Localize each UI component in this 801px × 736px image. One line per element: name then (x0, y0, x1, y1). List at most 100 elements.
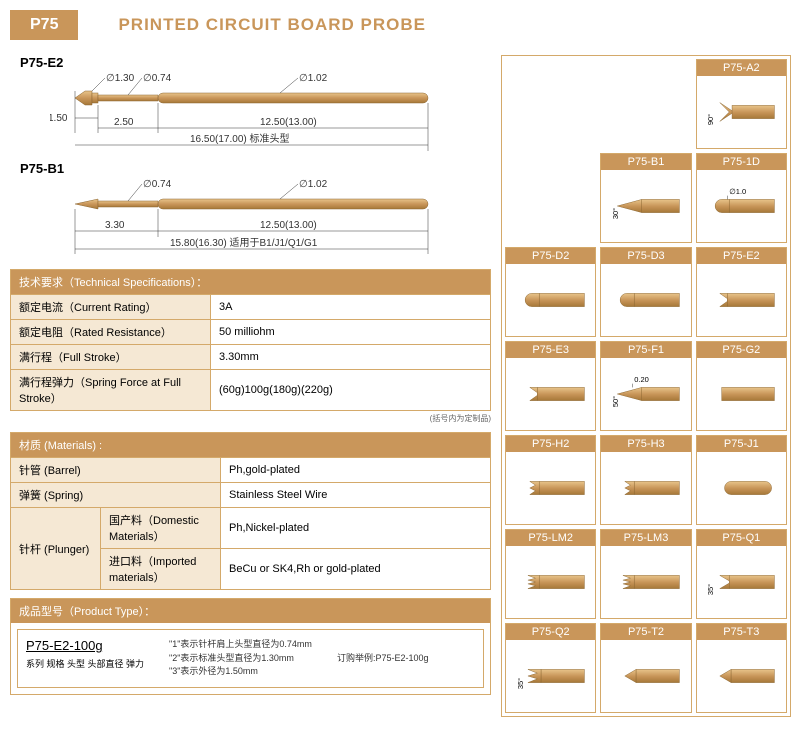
dim-body: 12.50(13.00) (260, 117, 317, 128)
tip-label: P75-F1 (601, 342, 690, 358)
tip-label: P75-1D (697, 154, 786, 170)
page-title: PRINTED CIRCUIT BOARD PROBE (118, 15, 426, 35)
tip-cell: P75-G2 (696, 341, 787, 431)
spec-sublabel: 国产料（Domestic Materials） (101, 508, 221, 549)
diagram-p75-e2: P75-E2 ∅1.30 ∅0.74 ∅1.02 (10, 55, 491, 155)
left-column: P75-E2 ∅1.30 ∅0.74 ∅1.02 (10, 55, 491, 717)
tip-cell: P75-D2 (505, 247, 596, 337)
tip-shape-icon: 30° (601, 170, 690, 242)
dim-body: 12.50(13.00) (260, 220, 317, 231)
tip-label: P75-E3 (506, 342, 595, 358)
tip-label: P75-H3 (601, 436, 690, 452)
tip-label: P75-LM2 (506, 530, 595, 546)
tip-cell: P75-B1 30° (600, 153, 691, 243)
diagram-label: P75-E2 (20, 55, 63, 70)
tip-cell: P75-H2 (505, 435, 596, 525)
diagram-label: P75-B1 (20, 161, 64, 176)
tip-shape-icon (697, 358, 786, 430)
spec-value: BeCu or SK4,Rh or gold-plated (221, 549, 491, 590)
tip-cell: P75-Q135° (696, 529, 787, 619)
tip-label: P75-LM3 (601, 530, 690, 546)
spec-label: 额定电流（Current Rating） (11, 295, 211, 320)
spec-value: Ph,Nickel-plated (221, 508, 491, 549)
tip-cell: P75-J1 (696, 435, 787, 525)
svg-text:50°: 50° (611, 396, 620, 407)
header: P75 PRINTED CIRCUIT BOARD PROBE (10, 10, 791, 40)
product-badge: P75 (10, 10, 78, 40)
svg-text:0.20: 0.20 (634, 375, 649, 384)
dim-body-dia: ∅1.02 (299, 73, 328, 84)
spec-value: 50 milliohm (211, 320, 491, 345)
dim-shaft-dia: ∅0.74 (143, 73, 172, 84)
product-notes: "1"表示针杆肩上头型直径为0.74mm "2"表示标准头型直径为1.30mm … (169, 638, 312, 679)
tip-shape-icon (506, 358, 595, 430)
tip-shape-icon: 90° (697, 76, 786, 148)
dim-neck: 3.30 (105, 220, 125, 231)
tip-shape-icon (697, 452, 786, 524)
tip-shape-icon (697, 264, 786, 336)
tip-shape-icon (506, 264, 595, 336)
tip-label: P75-G2 (697, 342, 786, 358)
svg-text:35°: 35° (707, 584, 716, 595)
tip-shape-icon (697, 640, 786, 712)
svg-text:30°: 30° (611, 208, 620, 219)
spec-label: 弹簧 (Spring) (11, 483, 221, 508)
tip-grid-column: P75-A290°P75-B130°P75-1D∅1.0P75-D2P75-D3… (501, 55, 791, 717)
spec-label: 针管 (Barrel) (11, 458, 221, 483)
tip-cell: P75-Q2 35° (505, 623, 596, 713)
tip-shape-icon: 50° 0.20 (601, 358, 690, 430)
svg-text:∅1.0: ∅1.0 (730, 187, 747, 196)
tip-cell: P75-LM2 (505, 529, 596, 619)
product-type-box: 成品型号（Product Type）： P75-E2-100g 系列 规格 头型… (10, 598, 491, 695)
tip-cell (505, 153, 596, 243)
product-sublabels: 系列 规格 头型 头部直径 弹力 (26, 657, 144, 670)
tip-cell (600, 59, 691, 149)
dim-neck: 2.50 (114, 117, 134, 128)
spec-value: 3.30mm (211, 345, 491, 370)
tip-label: P75-H2 (506, 436, 595, 452)
tip-cell: P75-1D ∅1.0 (696, 153, 787, 243)
tip-cell: P75-T2 (600, 623, 691, 713)
svg-text:35°: 35° (516, 678, 525, 689)
tip-label: P75-E2 (697, 248, 786, 264)
tip-cell: P75-A2 90° (696, 59, 787, 149)
spec-value: 3A (211, 295, 491, 320)
tip-shape-icon (506, 452, 595, 524)
spec-sublabel: 进口料（Imported materials） (101, 549, 221, 590)
spec-table-1: 技术要求（Technical Specifications）： 额定电流（Cur… (10, 269, 491, 411)
tip-cell: P75-E2 (696, 247, 787, 337)
tip-label: P75-A2 (697, 60, 786, 76)
dim-tip-len: 1.50 (50, 113, 68, 124)
tip-shape-icon (601, 452, 690, 524)
tip-cell: P75-T3 (696, 623, 787, 713)
tip-shape-icon (506, 546, 595, 618)
tip-cell: P75-H3 (600, 435, 691, 525)
product-header: 成品型号（Product Type）： (11, 599, 490, 623)
dim-total: 16.50(17.00) 标准头型 (190, 132, 290, 145)
spec-value: Ph,gold-plated (221, 458, 491, 483)
tip-shape-icon: 35° (506, 640, 595, 712)
tip-cell: P75-LM3 (600, 529, 691, 619)
tip-label: P75-Q2 (506, 624, 595, 640)
tip-shape-icon (601, 264, 690, 336)
spec-note: (括号内为定制品) (10, 413, 491, 424)
tip-label: P75-B1 (601, 154, 690, 170)
spec-value: Stainless Steel Wire (221, 483, 491, 508)
tip-label: P75-J1 (697, 436, 786, 452)
probe-drawing: ∅1.30 ∅0.74 ∅1.02 1.50 2.50 12.50(13.00) (50, 73, 480, 168)
spec-value: (60g)100g(180g)(220g) (211, 370, 491, 411)
tip-shape-icon (601, 546, 690, 618)
tip-label: P75-T2 (601, 624, 690, 640)
svg-text:90°: 90° (707, 114, 716, 125)
product-order: 订购举例:P75-E2-100g (337, 652, 429, 666)
tip-label: P75-D2 (506, 248, 595, 264)
dim-total: 15.80(16.30) 适用于B1/J1/Q1/G1 (170, 237, 318, 249)
spec-header: 材质 (Materials) : (11, 433, 491, 458)
tip-shape-icon: ∅1.0 (697, 170, 786, 242)
spec-label: 满行程（Full Stroke） (11, 345, 211, 370)
tip-shape-icon (601, 640, 690, 712)
tip-cell: P75-F1 50° 0.20 (600, 341, 691, 431)
tip-cell: P75-E3 (505, 341, 596, 431)
product-code: P75-E2-100g (26, 638, 144, 653)
tip-label: P75-T3 (697, 624, 786, 640)
